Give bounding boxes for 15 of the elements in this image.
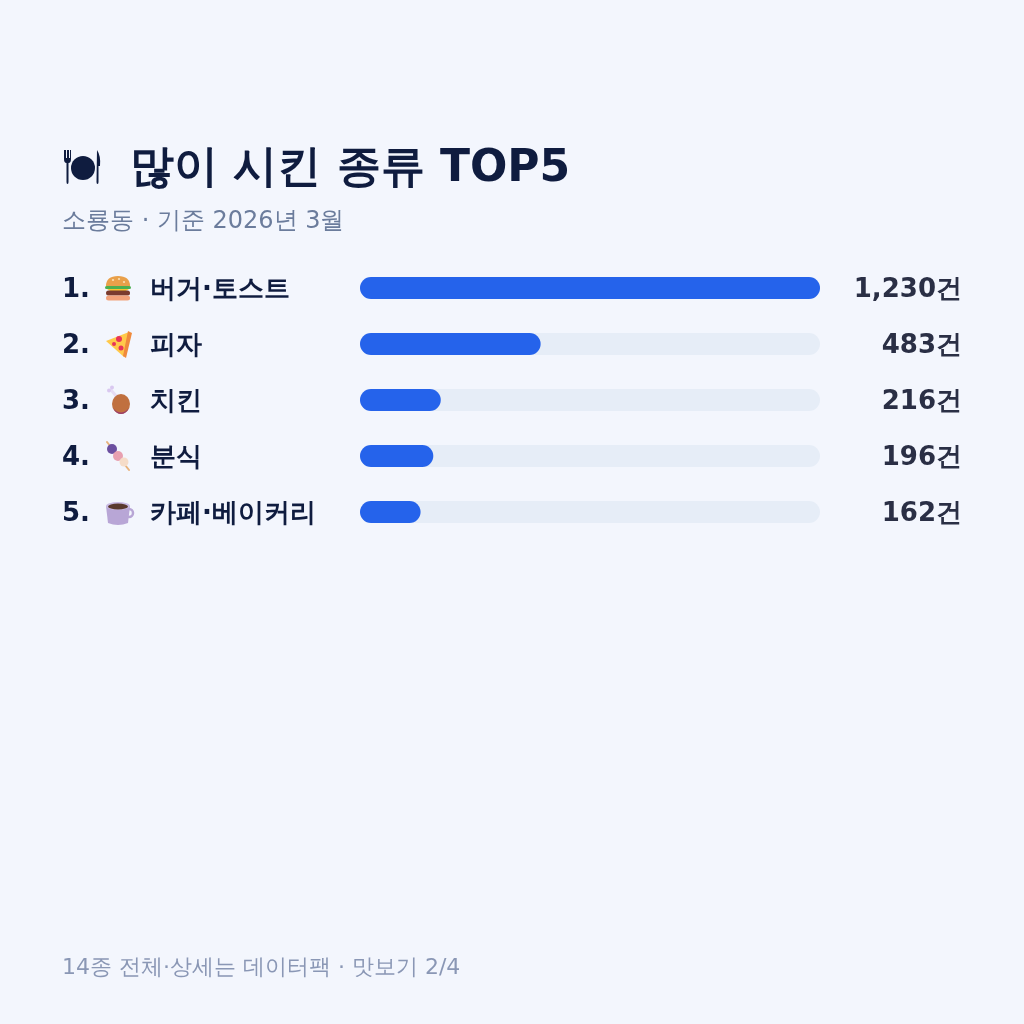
category-label: 4. 분식 [62, 441, 202, 471]
data-label: 1,230건 [853, 273, 962, 303]
data-label: 196건 [881, 441, 962, 471]
data-label: 216건 [881, 385, 962, 415]
category-label: 5. 카페·베이커리 [62, 497, 316, 527]
chart-title: 많이 시킨 종류 TOP5 [130, 140, 571, 192]
data-label: 483건 [881, 329, 962, 359]
data-label: 162건 [881, 497, 962, 527]
bar [360, 389, 441, 411]
chart-subtitle: 소룡동 · 기준 2026년 3월 [62, 205, 345, 236]
text: 14종 전체·상세는 데이터팩 · 맛보기 2/4 [62, 953, 461, 981]
category-label: 1. 버거·토스트 [62, 273, 290, 303]
bar [360, 445, 434, 467]
category-label: 3. 치킨 [62, 385, 202, 415]
category-label: 2. 피자 [62, 329, 202, 359]
